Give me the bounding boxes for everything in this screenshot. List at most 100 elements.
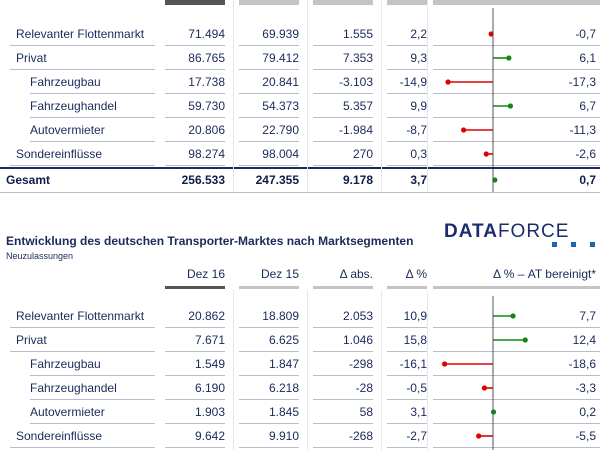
logo-square-2 bbox=[571, 242, 576, 247]
row-separator bbox=[433, 69, 600, 70]
cell-abs: 1.046 bbox=[342, 333, 373, 347]
cell-pct: 10,9 bbox=[403, 309, 427, 323]
table-row: Fahrzeugbau 1.549 1.847 -298 -16,1 -18,6 bbox=[0, 352, 600, 376]
header-underline-pct bbox=[387, 286, 427, 289]
row-separator bbox=[30, 93, 155, 94]
row-separator bbox=[10, 351, 155, 352]
section-subtitle: Neuzulassungen bbox=[6, 251, 74, 261]
deviation-bar-dot bbox=[476, 433, 482, 439]
row-label: Autovermieter bbox=[30, 123, 105, 137]
cell-a: 7.671 bbox=[194, 333, 225, 347]
cell-abs: -3.103 bbox=[338, 75, 373, 89]
table-row: Relevanter Flottenmarkt 71.494 69.939 1.555… bbox=[0, 22, 600, 46]
row-separator bbox=[387, 141, 427, 142]
column-divider bbox=[381, 290, 382, 450]
row-separator bbox=[165, 327, 225, 328]
logo-square-3 bbox=[590, 242, 595, 247]
column-divider bbox=[427, 0, 428, 192]
logo-text-bold: DATA bbox=[444, 221, 498, 242]
cell-b: 79.412 bbox=[262, 51, 299, 65]
cell-b: 20.841 bbox=[262, 75, 299, 89]
row-separator bbox=[30, 399, 155, 400]
header-delta-pct: Δ % bbox=[405, 267, 427, 281]
row-separator bbox=[165, 141, 225, 142]
header-underline-b bbox=[239, 286, 299, 289]
row-separator bbox=[165, 45, 225, 46]
deviation-bar-dot bbox=[492, 177, 498, 183]
column-divider bbox=[427, 290, 428, 450]
row-separator bbox=[387, 399, 427, 400]
table-row: Sondereinflüsse 98.274 98.004 270 0,3 -2,6 bbox=[0, 142, 600, 166]
table1-header-bar-b bbox=[239, 0, 299, 5]
row-separator bbox=[239, 93, 299, 94]
column-divider bbox=[381, 0, 382, 192]
row-separator bbox=[433, 375, 600, 376]
row-separator bbox=[10, 327, 155, 328]
dataforce-logo: DATAFORCE bbox=[444, 221, 569, 243]
deviation-bar-dot bbox=[442, 361, 448, 367]
row-separator bbox=[239, 327, 299, 328]
table-row: Fahrzeughandel 6.190 6.218 -28 -0,5 -3,3 bbox=[0, 376, 600, 400]
row-separator bbox=[165, 165, 225, 166]
table1-bottom-line bbox=[0, 192, 600, 193]
row-separator bbox=[387, 69, 427, 70]
header-dez15: Dez 15 bbox=[260, 267, 299, 281]
cell-pct: -2,7 bbox=[406, 429, 427, 443]
cell-adj: -18,6 bbox=[568, 357, 596, 371]
cell-a: 86.765 bbox=[188, 51, 225, 65]
row-separator bbox=[313, 447, 373, 448]
cell-b: 54.373 bbox=[262, 99, 299, 113]
cell-abs: 58 bbox=[359, 405, 373, 419]
row-separator bbox=[387, 165, 427, 166]
row-separator bbox=[387, 117, 427, 118]
cell-b: 6.218 bbox=[268, 381, 299, 395]
cell-a: 6.190 bbox=[194, 381, 225, 395]
row-separator bbox=[165, 93, 225, 94]
row-separator bbox=[387, 423, 427, 424]
header-dez16: Dez 16 bbox=[186, 267, 225, 281]
row-label: Fahrzeugbau bbox=[30, 75, 101, 89]
row-label: Fahrzeugbau bbox=[30, 357, 101, 371]
logo-square-1 bbox=[552, 242, 557, 247]
cell-pct: 3,1 bbox=[410, 405, 427, 419]
cell-b: 6.625 bbox=[268, 333, 299, 347]
table-row: Autovermieter 20.806 22.790 -1.984 -8,7 -11,3 bbox=[0, 118, 600, 142]
row-separator bbox=[165, 117, 225, 118]
cell-adj: -11,3 bbox=[569, 123, 596, 137]
cell-adj: 7,7 bbox=[579, 309, 596, 323]
row-separator bbox=[30, 117, 155, 118]
cell-adj: -5,5 bbox=[575, 429, 596, 443]
cell-adj: 6,1 bbox=[579, 51, 596, 65]
column-divider bbox=[307, 290, 308, 450]
deviation-bar-dot bbox=[445, 79, 451, 85]
cell-adj: 0,7 bbox=[579, 173, 596, 187]
row-separator bbox=[165, 351, 225, 352]
row-label: Autovermieter bbox=[30, 405, 105, 419]
row-separator bbox=[239, 447, 299, 448]
table1-header-bar-a bbox=[165, 0, 225, 5]
cell-pct: -16,1 bbox=[399, 357, 427, 371]
row-separator bbox=[239, 117, 299, 118]
cell-b: 22.790 bbox=[262, 123, 299, 137]
table-row: Fahrzeughandel 59.730 54.373 5.357 9,9 6,7 bbox=[0, 94, 600, 118]
deviation-bar-dot bbox=[488, 31, 494, 37]
row-separator bbox=[313, 141, 373, 142]
cell-pct: -8,7 bbox=[406, 123, 427, 137]
row-separator bbox=[387, 45, 427, 46]
row-separator bbox=[165, 69, 225, 70]
cell-a: 9.642 bbox=[194, 429, 225, 443]
row-separator bbox=[433, 423, 600, 424]
row-label: Sondereinflüsse bbox=[16, 147, 103, 161]
cell-pct: 9,9 bbox=[410, 99, 427, 113]
table1-header-bar-adj bbox=[433, 0, 600, 5]
cell-a: 20.806 bbox=[188, 123, 225, 137]
row-separator bbox=[313, 165, 373, 166]
cell-pct: -14,9 bbox=[399, 75, 427, 89]
row-separator bbox=[313, 375, 373, 376]
row-separator bbox=[387, 93, 427, 94]
row-separator bbox=[239, 351, 299, 352]
header-delta-adjusted: Δ % – AT bereinigt* bbox=[493, 267, 596, 281]
cell-a: 1.549 bbox=[194, 357, 225, 371]
cell-a: 20.862 bbox=[188, 309, 225, 323]
